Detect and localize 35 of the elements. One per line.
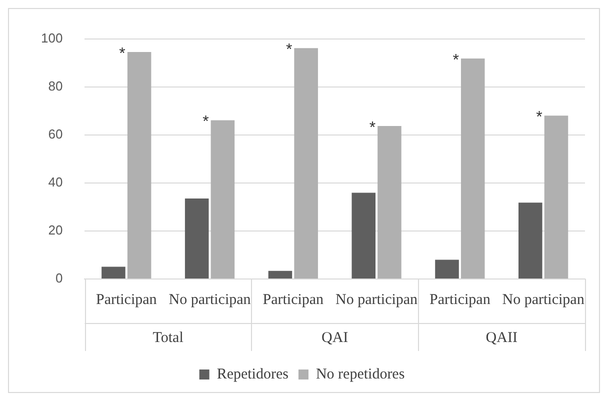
y-tick-label: 0 xyxy=(55,270,63,286)
legend-label: Repetidores xyxy=(216,366,289,382)
x-tick-label: Participan xyxy=(262,292,324,308)
bar xyxy=(544,116,568,278)
x-tick-label: No participan xyxy=(336,292,418,308)
data-label: * xyxy=(119,45,126,62)
text: Total xyxy=(152,330,184,346)
bar xyxy=(460,58,485,278)
bar xyxy=(378,126,402,278)
y-tick-label: 80 xyxy=(48,78,63,94)
y-tick-label: 60 xyxy=(48,126,63,142)
data-label: * xyxy=(369,119,376,136)
bar xyxy=(184,198,209,278)
bar xyxy=(210,120,235,278)
text: QAI xyxy=(322,330,348,346)
x-tick-label: No participan xyxy=(168,292,252,308)
y-tick-label: 40 xyxy=(48,174,63,190)
data-label: * xyxy=(202,114,209,131)
text: QAII xyxy=(486,330,518,346)
x-tick-label: Participan xyxy=(430,292,491,308)
bar xyxy=(435,260,459,278)
bar xyxy=(352,192,376,278)
bar xyxy=(268,270,292,278)
data-label: * xyxy=(536,109,542,126)
bar xyxy=(518,202,542,278)
x-tick-label: Participan xyxy=(96,292,158,308)
data-label: * xyxy=(452,52,459,69)
y-tick-label: 20 xyxy=(48,222,63,238)
legend-label: No repetidores xyxy=(316,366,405,382)
data-label: * xyxy=(286,42,292,59)
bar xyxy=(102,266,126,278)
bar xyxy=(127,52,152,278)
bar xyxy=(294,48,318,278)
y-tick-label: 100 xyxy=(40,30,63,46)
x-tick-label: No participan xyxy=(502,292,585,308)
